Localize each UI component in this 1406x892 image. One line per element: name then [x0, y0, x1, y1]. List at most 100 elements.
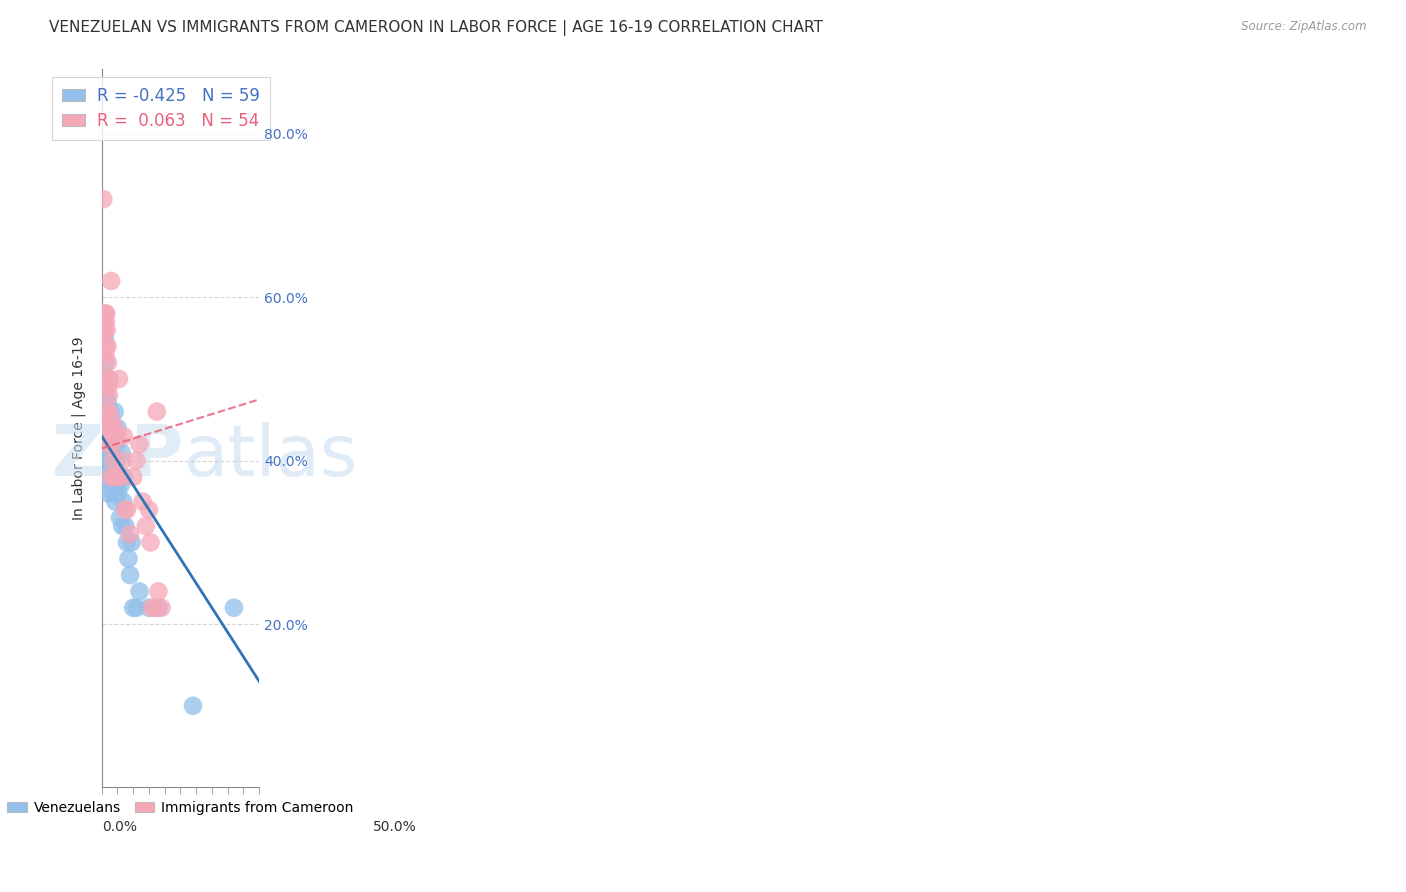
Text: VENEZUELAN VS IMMIGRANTS FROM CAMEROON IN LABOR FORCE | AGE 16-19 CORRELATION CH: VENEZUELAN VS IMMIGRANTS FROM CAMEROON I… — [49, 20, 823, 36]
Point — [107, 486, 129, 500]
Point — [112, 429, 135, 443]
Point — [105, 478, 128, 492]
Point — [97, 396, 120, 410]
Point — [91, 437, 114, 451]
Point — [104, 437, 127, 451]
Point — [135, 519, 157, 533]
Point — [105, 453, 128, 467]
Point — [97, 405, 120, 419]
Point — [105, 470, 128, 484]
Point — [96, 429, 118, 443]
Point — [146, 405, 169, 419]
Point — [93, 315, 115, 329]
Point — [98, 437, 121, 451]
Point — [94, 405, 117, 419]
Point — [97, 380, 120, 394]
Point — [97, 421, 120, 435]
Legend: Venezuelans, Immigrants from Cameroon: Venezuelans, Immigrants from Cameroon — [1, 795, 359, 820]
Point — [97, 445, 120, 459]
Point — [150, 600, 173, 615]
Point — [91, 192, 114, 206]
Point — [98, 437, 121, 451]
Point — [97, 388, 120, 402]
Point — [122, 470, 145, 484]
Point — [100, 470, 122, 484]
Point — [96, 339, 118, 353]
Y-axis label: In Labor Force | Age 16-19: In Labor Force | Age 16-19 — [72, 336, 86, 520]
Text: atlas: atlas — [184, 422, 359, 491]
Point — [94, 372, 117, 386]
Point — [143, 600, 166, 615]
Point — [118, 568, 141, 582]
Point — [98, 405, 121, 419]
Point — [94, 356, 117, 370]
Point — [94, 347, 117, 361]
Point — [96, 388, 118, 402]
Point — [104, 429, 127, 443]
Point — [101, 429, 124, 443]
Point — [94, 323, 117, 337]
Point — [100, 478, 122, 492]
Point — [118, 527, 141, 541]
Point — [94, 421, 117, 435]
Point — [110, 470, 132, 484]
Point — [100, 437, 122, 451]
Point — [101, 445, 124, 459]
Point — [115, 502, 138, 516]
Point — [103, 429, 125, 443]
Point — [97, 413, 120, 427]
Point — [97, 405, 120, 419]
Point — [181, 698, 204, 713]
Point — [111, 453, 134, 467]
Point — [100, 413, 122, 427]
Point — [114, 519, 136, 533]
Point — [108, 511, 131, 525]
Point — [94, 307, 117, 321]
Point — [98, 372, 121, 386]
Point — [222, 600, 245, 615]
Point — [101, 437, 124, 451]
Point — [103, 421, 125, 435]
Point — [98, 429, 121, 443]
Text: Source: ZipAtlas.com: Source: ZipAtlas.com — [1241, 20, 1367, 33]
Point — [94, 470, 117, 484]
Point — [104, 494, 127, 508]
Point — [96, 372, 118, 386]
Point — [107, 429, 129, 443]
Point — [101, 437, 124, 451]
Point — [141, 600, 163, 615]
Point — [100, 274, 122, 288]
Point — [94, 315, 117, 329]
Point — [108, 372, 131, 386]
Point — [96, 323, 118, 337]
Point — [96, 339, 118, 353]
Point — [121, 535, 143, 549]
Point — [94, 380, 117, 394]
Point — [97, 372, 120, 386]
Point — [103, 453, 125, 467]
Point — [101, 486, 124, 500]
Text: 50.0%: 50.0% — [373, 820, 416, 834]
Point — [96, 437, 118, 451]
Text: 0.0%: 0.0% — [101, 820, 136, 834]
Text: ZIP: ZIP — [52, 422, 184, 491]
Point — [138, 600, 160, 615]
Point — [98, 470, 121, 484]
Point — [108, 470, 131, 484]
Point — [117, 551, 139, 566]
Point — [93, 307, 115, 321]
Point — [97, 421, 120, 435]
Point — [122, 600, 145, 615]
Point — [114, 502, 136, 516]
Point — [93, 453, 115, 467]
Point — [110, 445, 132, 459]
Point — [104, 470, 127, 484]
Point — [138, 502, 160, 516]
Point — [97, 356, 120, 370]
Point — [101, 470, 124, 484]
Point — [148, 584, 170, 599]
Point — [115, 535, 138, 549]
Point — [110, 478, 132, 492]
Point — [112, 470, 135, 484]
Point — [125, 600, 148, 615]
